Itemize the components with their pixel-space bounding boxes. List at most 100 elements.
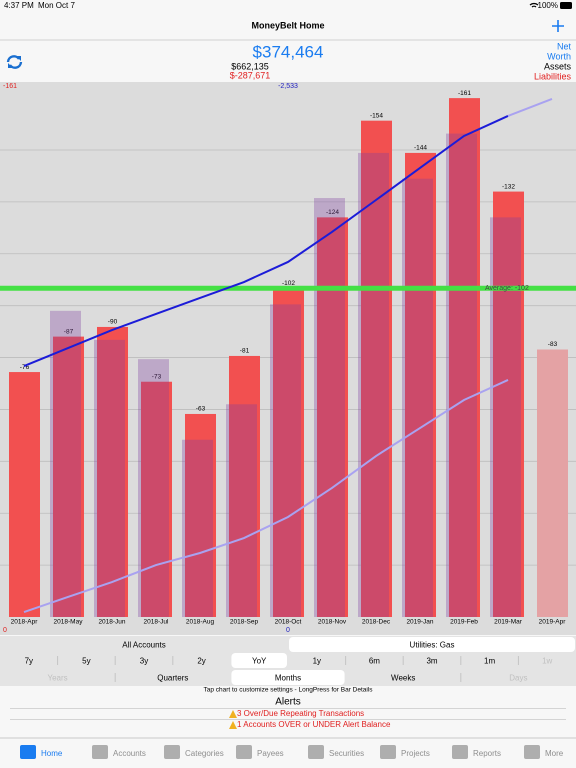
bar-value-label: -124	[326, 209, 339, 216]
bar-value-label: -81	[240, 348, 250, 355]
prior-bar	[446, 133, 477, 617]
bar-value-label: -144	[414, 145, 427, 152]
x-tick-label: 2018-Oct	[275, 619, 302, 626]
bar-value-label: -161	[458, 90, 471, 97]
net-worth-value: $374,464	[253, 42, 324, 61]
bar-value-label: -76	[20, 364, 30, 371]
bar	[361, 120, 392, 618]
x-tick-label: 2019-Jan	[406, 619, 433, 626]
tab-label[interactable]: Accounts	[113, 749, 146, 758]
prior-bar	[138, 359, 169, 617]
liabilities-label: Liabilities	[534, 71, 572, 81]
tab-label[interactable]: More	[545, 749, 564, 758]
bar	[9, 372, 40, 617]
tab-label[interactable]: Categories	[185, 749, 224, 758]
status-battery: 100%	[538, 1, 558, 10]
wifi-icon	[529, 2, 539, 8]
bar	[449, 98, 480, 618]
alert-item[interactable]: 3 Over/Due Repeating Transactions	[237, 709, 364, 718]
segment-label[interactable]: Days	[509, 674, 527, 683]
segment-selected[interactable]	[231, 653, 287, 668]
bar	[405, 152, 436, 617]
segment-label[interactable]: 1y	[313, 657, 321, 666]
bar-value-label: -102	[282, 280, 295, 287]
hint: Tap chart to customize settings - LongPr…	[203, 687, 373, 694]
segment-label[interactable]: All Accounts	[122, 641, 166, 650]
tab-icon	[92, 745, 108, 759]
refresh-button[interactable]	[6, 55, 23, 69]
x-tick-label: 2018-Aug	[186, 619, 215, 626]
bar-value-label: -83	[548, 341, 558, 348]
x-tick-label: 2018-Dec	[362, 619, 391, 626]
x-tick-label: 2018-Jun	[98, 619, 125, 626]
segment-label[interactable]: Utilities: Gas	[410, 641, 455, 650]
net-label: Net	[557, 41, 572, 51]
segment-label[interactable]: Years	[48, 674, 68, 683]
bar-value-label: -73	[152, 373, 162, 380]
tab-label[interactable]: Projects	[401, 749, 430, 758]
bar-value-label: -154	[370, 112, 383, 119]
tab-icon	[524, 745, 540, 759]
bar	[317, 217, 348, 617]
segment-label[interactable]: 1w	[542, 657, 552, 666]
tab-label[interactable]: Home	[41, 749, 63, 758]
worth-label: Worth	[547, 51, 571, 61]
segment-label[interactable]: 3m	[426, 657, 437, 666]
bar-value-label: -87	[64, 328, 74, 335]
prior-bar	[226, 404, 257, 617]
tab-label[interactable]: Securities	[329, 749, 364, 758]
assets-label: Assets	[544, 61, 572, 71]
segment-label[interactable]: 2y	[197, 657, 205, 666]
bar	[493, 191, 524, 617]
segment-label[interactable]: Quarters	[157, 674, 188, 683]
y-max-label: -161	[3, 83, 17, 90]
segment-selected[interactable]	[289, 637, 575, 652]
controls: All Accounts Utilities: Gas 7y 5y 3y 2y YoY 1y 6…	[0, 636, 576, 768]
prior-bar	[270, 304, 301, 617]
status-date: Mon Oct 7	[38, 1, 75, 10]
segment-label[interactable]: 3y	[140, 657, 148, 666]
assets-value: $662,135	[231, 61, 269, 71]
y-min-label: 0	[3, 627, 7, 634]
status-time: 4:37 PM	[4, 1, 34, 10]
y2-min-label: 0	[286, 627, 290, 634]
tab-icon	[20, 745, 36, 759]
cumulative-line	[23, 379, 509, 614]
add-button[interactable]	[552, 20, 564, 32]
segment-label[interactable]: Weeks	[391, 674, 415, 683]
tab-icon	[236, 745, 252, 759]
prior-bar	[50, 310, 81, 617]
cumulative-line	[507, 98, 553, 117]
bar	[185, 413, 216, 617]
segment-label[interactable]: Months	[275, 674, 301, 683]
segment-label[interactable]: 5y	[82, 657, 90, 666]
alert-icon	[229, 721, 237, 729]
cumulative-line	[23, 115, 509, 367]
bar	[229, 355, 260, 617]
alert-item[interactable]: 1 Accounts OVER or UNDER Alert Balance	[237, 720, 391, 729]
prior-bar	[314, 198, 345, 617]
tab-label[interactable]: Payees	[257, 749, 284, 758]
nav-title: MoneyBelt Home	[251, 20, 324, 30]
tab-label[interactable]: Reports	[473, 749, 501, 758]
prior-bar	[358, 152, 389, 617]
prior-bar	[182, 439, 213, 617]
bar	[273, 288, 304, 617]
x-tick-label: 2018-Apr	[11, 619, 39, 626]
prior-bar	[490, 217, 521, 617]
segment-label[interactable]: 6m	[369, 657, 380, 666]
x-tick-label: 2018-Jul	[144, 619, 169, 626]
segment-label[interactable]: 7y	[25, 657, 33, 666]
x-tick-label: 2019-Feb	[450, 619, 478, 626]
segment-label[interactable]: YoY	[252, 657, 267, 666]
tab-icon	[380, 745, 396, 759]
prior-bar	[402, 178, 433, 617]
average-label: Average: -102	[485, 285, 529, 292]
alerts-title: Alerts	[275, 697, 301, 708]
bar-value-label: -63	[196, 406, 206, 413]
segment-label[interactable]: 1m	[484, 657, 495, 666]
tab-icon	[308, 745, 324, 759]
segment-selected[interactable]	[231, 670, 345, 685]
